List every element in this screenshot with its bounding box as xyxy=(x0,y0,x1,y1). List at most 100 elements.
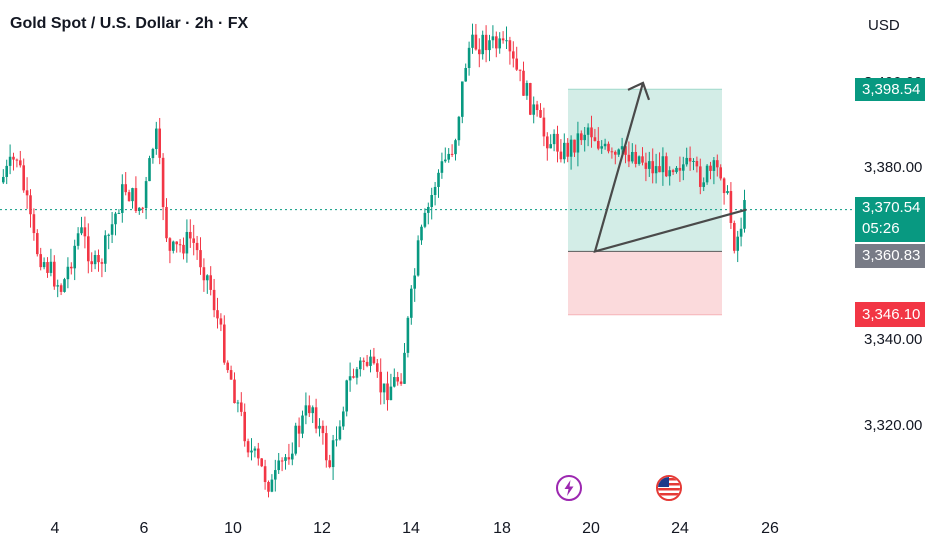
candle-body xyxy=(280,460,284,462)
loss-zone[interactable] xyxy=(568,251,722,315)
candle-body xyxy=(620,146,624,150)
candle-body xyxy=(461,81,464,117)
candle-body xyxy=(386,383,389,401)
candle-body xyxy=(182,244,185,254)
candle-body xyxy=(423,212,427,227)
currency-label[interactable]: USD xyxy=(868,17,900,34)
candle-body xyxy=(393,377,396,387)
candle-body xyxy=(450,153,454,155)
candle-body xyxy=(342,411,345,427)
candle-body xyxy=(529,83,532,115)
candle-body xyxy=(457,116,461,141)
candle-body xyxy=(25,190,29,196)
x-tick-label: 20 xyxy=(582,520,600,537)
candle-body xyxy=(583,134,586,141)
y-tick-label: 3,340.00 xyxy=(864,331,923,348)
candle-body xyxy=(379,371,382,393)
candle-body xyxy=(80,227,83,234)
candle-body xyxy=(586,127,590,135)
x-tick-label: 10 xyxy=(224,520,242,537)
candle-body xyxy=(189,231,192,239)
candle-body xyxy=(566,142,569,157)
candle-body xyxy=(148,158,151,182)
candle-body xyxy=(396,377,399,382)
candle-body xyxy=(49,261,53,273)
candle-body xyxy=(399,381,403,384)
candle-body xyxy=(603,143,607,147)
candle-body xyxy=(376,363,379,372)
candle-body xyxy=(372,356,376,364)
candle-body xyxy=(311,407,314,414)
candle-body xyxy=(328,460,331,468)
candle-body xyxy=(549,144,552,149)
candle-body xyxy=(416,240,420,276)
candle-body xyxy=(682,164,685,171)
candle-body xyxy=(168,238,172,251)
candle-body xyxy=(699,166,702,187)
candle-body xyxy=(297,425,301,434)
candle-body xyxy=(532,104,535,115)
candle-body xyxy=(644,162,648,169)
candle-body xyxy=(100,262,104,264)
candle-body xyxy=(121,184,124,213)
candle-body xyxy=(525,83,529,96)
candle-body xyxy=(736,236,739,251)
candle-body xyxy=(634,151,637,164)
candle-body xyxy=(580,133,583,141)
candle-body xyxy=(114,213,117,225)
candle-body xyxy=(518,69,522,71)
candle-body xyxy=(651,161,654,174)
candle-body xyxy=(127,192,131,202)
lightning-icon[interactable] xyxy=(556,475,582,501)
candle-body xyxy=(59,285,63,292)
candle-body xyxy=(42,262,46,268)
candle-body xyxy=(627,154,631,162)
candle-body xyxy=(444,159,447,162)
candle-body xyxy=(161,157,165,208)
symbol-title[interactable]: Gold Spot / U.S. Dollar · 2h · FX xyxy=(10,15,249,32)
candle-body xyxy=(236,402,240,404)
candle-body xyxy=(535,104,539,111)
projection-arrow[interactable] xyxy=(593,81,747,254)
candle-body xyxy=(131,188,134,202)
candle-body xyxy=(678,167,682,171)
candle-body xyxy=(658,166,661,173)
candle-body xyxy=(410,288,413,318)
candle-body xyxy=(590,127,593,138)
candle-body xyxy=(304,405,308,416)
candle-body xyxy=(631,151,634,162)
candle-body xyxy=(712,160,716,171)
x-tick-label: 12 xyxy=(313,520,331,537)
candle-body xyxy=(617,149,620,155)
x-tick-label: 6 xyxy=(139,520,149,537)
candle-body xyxy=(352,376,355,378)
candle-body xyxy=(97,254,100,263)
candle-body xyxy=(338,426,342,440)
candle-body xyxy=(348,376,352,381)
candle-body xyxy=(12,156,15,160)
candle-body xyxy=(430,194,433,207)
candle-body xyxy=(172,241,175,251)
candle-body xyxy=(209,275,212,290)
candle-body xyxy=(478,49,481,55)
candle-body xyxy=(76,233,80,246)
candle-body xyxy=(481,34,484,55)
us-flag-icon[interactable] xyxy=(656,475,682,501)
candle-body xyxy=(318,425,321,429)
candle-body xyxy=(661,156,665,173)
candle-body xyxy=(515,58,518,70)
candle-body xyxy=(308,405,311,414)
candle-body xyxy=(484,34,488,51)
candle-body xyxy=(668,170,671,177)
candle-body xyxy=(671,170,675,173)
candle-body xyxy=(559,151,563,160)
candle-body xyxy=(216,310,219,319)
candle-body xyxy=(597,140,600,149)
candle-body xyxy=(117,212,121,214)
profit-zone[interactable] xyxy=(568,89,722,252)
y-tick-label: 3,380.00 xyxy=(864,159,923,176)
candle-body xyxy=(692,160,695,162)
candle-body xyxy=(46,262,49,273)
x-tick-label: 14 xyxy=(402,520,420,537)
